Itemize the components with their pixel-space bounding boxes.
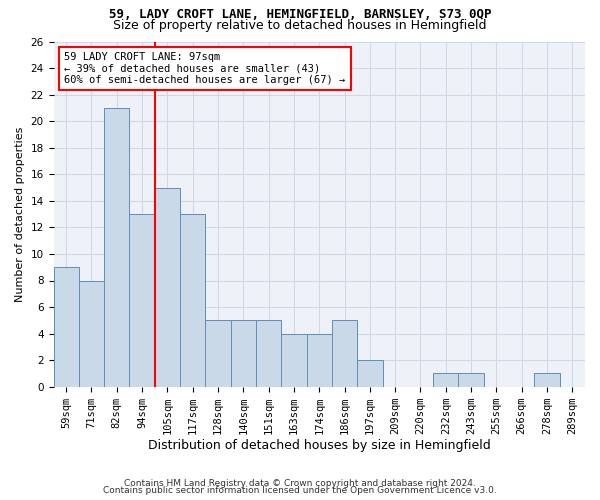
Text: 59, LADY CROFT LANE, HEMINGFIELD, BARNSLEY, S73 0QP: 59, LADY CROFT LANE, HEMINGFIELD, BARNSL…	[109, 8, 491, 20]
Bar	[155, 188, 180, 386]
Bar	[357, 360, 383, 386]
Bar	[130, 214, 155, 386]
Bar	[180, 214, 205, 386]
Bar	[230, 320, 256, 386]
Text: Contains HM Land Registry data © Crown copyright and database right 2024.: Contains HM Land Registry data © Crown c…	[124, 478, 476, 488]
Bar	[332, 320, 357, 386]
Bar	[205, 320, 230, 386]
Y-axis label: Number of detached properties: Number of detached properties	[15, 126, 25, 302]
Bar	[79, 280, 104, 386]
Bar	[104, 108, 130, 386]
Text: Contains public sector information licensed under the Open Government Licence v3: Contains public sector information licen…	[103, 486, 497, 495]
Bar	[281, 334, 307, 386]
Bar	[535, 374, 560, 386]
X-axis label: Distribution of detached houses by size in Hemingfield: Distribution of detached houses by size …	[148, 440, 491, 452]
Text: Size of property relative to detached houses in Hemingfield: Size of property relative to detached ho…	[113, 18, 487, 32]
Bar	[307, 334, 332, 386]
Bar	[458, 374, 484, 386]
Bar	[53, 267, 79, 386]
Text: 59 LADY CROFT LANE: 97sqm
← 39% of detached houses are smaller (43)
60% of semi-: 59 LADY CROFT LANE: 97sqm ← 39% of detac…	[64, 52, 346, 85]
Bar	[256, 320, 281, 386]
Bar	[433, 374, 458, 386]
